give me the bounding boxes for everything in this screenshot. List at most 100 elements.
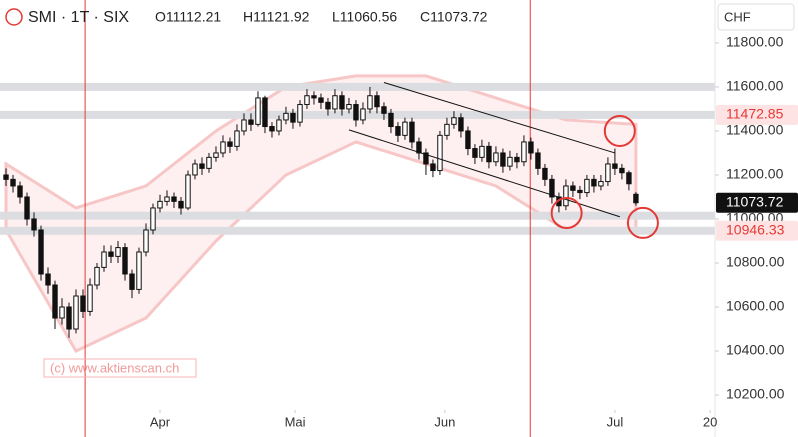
candle-body <box>3 174 9 180</box>
candle-body <box>570 185 576 191</box>
price-label-box <box>716 192 798 213</box>
candle-body <box>486 145 492 163</box>
candle-body <box>521 141 527 163</box>
candle-body <box>101 251 107 268</box>
symbol: SMI · 1T · SIX <box>28 9 129 26</box>
candle-body <box>598 181 604 187</box>
candle-body <box>381 106 387 114</box>
candle-body <box>409 121 415 143</box>
candle-body <box>73 295 79 330</box>
candle-body <box>528 141 534 154</box>
candle-body <box>584 178 590 194</box>
candle-body <box>542 167 548 180</box>
candle-body <box>178 200 184 209</box>
y-tick-label: 11400.00 <box>726 122 784 138</box>
candle-body <box>367 95 373 110</box>
ohlc-low: L11060.56 <box>332 9 397 25</box>
candle-body <box>241 119 247 132</box>
watermark: (c) www.aktienscan.ch <box>50 360 179 375</box>
candle-body <box>444 123 450 136</box>
candle-body <box>297 104 303 123</box>
currency-box[interactable] <box>717 3 795 31</box>
candle-body <box>52 284 58 319</box>
x-tick-label: Jul <box>607 414 624 429</box>
trend-line <box>383 82 616 154</box>
candle-body <box>80 295 86 312</box>
price-label-box <box>716 104 798 125</box>
zone <box>0 82 715 91</box>
candle-body <box>563 185 569 207</box>
candle-body <box>423 152 429 165</box>
candle-body <box>38 229 44 275</box>
candle-body <box>199 163 205 169</box>
candle-body <box>283 112 289 121</box>
x-tick-label: Apr <box>150 414 171 429</box>
y-tick-label: 10400.00 <box>726 342 785 358</box>
candle-body <box>339 95 345 110</box>
candle-body <box>248 119 254 125</box>
watermark-box <box>43 358 197 378</box>
candle-body <box>535 152 541 169</box>
candle-body <box>360 108 366 121</box>
candle-body <box>353 104 359 121</box>
candle-body <box>206 156 212 169</box>
currency[interactable]: CHF <box>724 9 751 24</box>
zone <box>0 211 715 220</box>
price-label: 11472.85 <box>726 106 784 122</box>
y-tick-label: 10800.00 <box>726 254 785 270</box>
candle-body <box>290 112 296 123</box>
candle-body <box>269 126 275 132</box>
candle-body <box>45 273 51 286</box>
y-tick-label: 11600.00 <box>726 78 784 94</box>
candle-body <box>227 141 233 147</box>
candle-body <box>472 148 478 158</box>
candle-body <box>612 163 618 169</box>
candle-body <box>87 284 93 312</box>
candle-body <box>402 121 408 136</box>
candle-body <box>479 145 485 158</box>
candle-body <box>94 266 100 286</box>
candle-body <box>416 141 422 154</box>
candle-body <box>17 185 23 198</box>
y-tick-label: 11200.00 <box>726 166 784 182</box>
y-tick-label: 11800.00 <box>726 34 784 50</box>
candle-body <box>430 163 436 172</box>
candle-body <box>10 178 16 187</box>
candle-body <box>129 273 135 290</box>
price-label-box <box>716 220 798 241</box>
x-tick-label: 20 <box>703 414 717 429</box>
candle-body <box>451 117 457 125</box>
candle-body <box>619 167 625 174</box>
zone <box>0 226 715 235</box>
candle-body <box>332 95 338 110</box>
candle-body <box>185 174 191 209</box>
trend-line <box>348 129 620 218</box>
candle-body <box>311 95 317 99</box>
price-label: 11073.72 <box>726 193 784 209</box>
highlight-circle <box>626 206 659 239</box>
candle-body <box>388 112 394 128</box>
candle-body <box>549 178 555 198</box>
highlight-circle <box>550 197 583 230</box>
candle-body <box>577 189 583 194</box>
candle-body <box>164 196 170 202</box>
price-label: 10946.33 <box>726 221 785 237</box>
candle-body <box>318 97 324 103</box>
candle-body <box>157 200 163 209</box>
candle-body <box>626 172 632 185</box>
x-tick-label: Mai <box>285 414 306 429</box>
candle-body <box>59 306 65 319</box>
candle-body <box>66 306 72 330</box>
plot <box>0 0 715 437</box>
candle-body <box>591 178 597 187</box>
candle-body <box>374 95 380 108</box>
candle-body <box>171 196 177 202</box>
candle-body <box>325 101 331 110</box>
ohlc-close: C11073.72 <box>420 9 488 25</box>
candle-body <box>395 126 401 136</box>
ohlc-high: H11121.92 <box>243 9 310 25</box>
candle-body <box>255 97 261 125</box>
candle-body <box>192 163 198 176</box>
